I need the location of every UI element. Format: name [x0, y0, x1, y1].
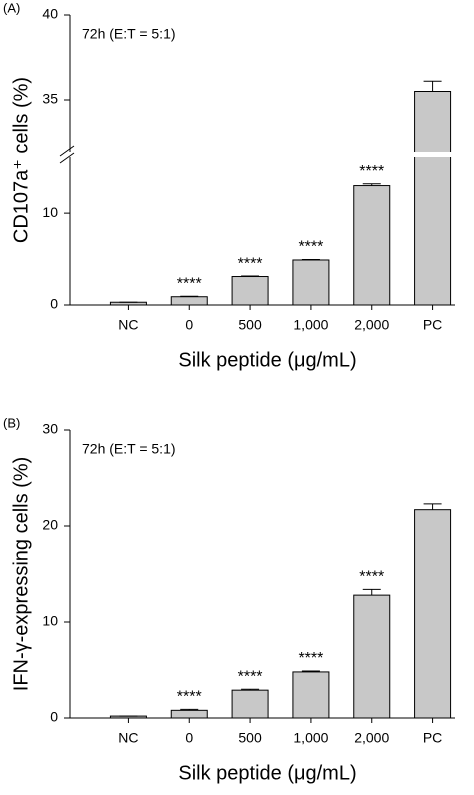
significance: ****: [238, 668, 263, 685]
significance: ****: [298, 650, 323, 667]
x-tick-label: 500: [238, 730, 262, 746]
significance: ****: [177, 275, 202, 292]
x-axis-title: Silk peptide (μg/mL): [178, 762, 356, 784]
y-tick-label: 0: [50, 296, 58, 312]
axis-break-gap: [58, 152, 455, 157]
y-tick-label: 20: [42, 517, 58, 533]
break-mark: [59, 145, 75, 157]
x-tick-label: 0: [185, 730, 193, 746]
bar: [353, 185, 391, 306]
bar: [170, 709, 208, 719]
break-mark: [59, 152, 75, 164]
annotation: 72h (E:T = 5:1): [82, 441, 176, 457]
significance: ****: [177, 689, 202, 706]
significance: ****: [298, 239, 323, 256]
x-axis-title: Silk peptide (μg/mL): [178, 349, 356, 371]
x-tick-label: 2,000: [354, 730, 389, 746]
x-tick-label: 1,000: [293, 317, 328, 333]
y-tick-label: 0: [50, 709, 58, 725]
bar: [231, 276, 269, 306]
significance: ****: [359, 163, 384, 180]
significance: ****: [238, 255, 263, 272]
y-tick-label: 40: [42, 6, 58, 22]
bar: [414, 91, 452, 306]
bar: [170, 296, 208, 306]
x-tick-label: PC: [423, 730, 442, 746]
panel-label: (B): [3, 415, 20, 430]
x-tick-label: 0: [185, 317, 193, 333]
x-tick-label: 1,000: [293, 730, 328, 746]
bar: [292, 259, 330, 306]
x-tick-label: PC: [423, 317, 442, 333]
y-axis-title: IFN-γ-expressing cells (%): [10, 457, 32, 691]
bar: [231, 689, 269, 719]
y-tick-label: 10: [42, 204, 58, 220]
panel-label: (A): [3, 0, 20, 15]
bar: [353, 594, 391, 719]
y-tick-label: 30: [42, 421, 58, 437]
y-tick-label: 10: [42, 613, 58, 629]
bar: [414, 509, 452, 719]
x-tick-label: 2,000: [354, 317, 389, 333]
bar: [292, 671, 330, 719]
x-tick-label: 500: [238, 317, 262, 333]
y-axis-title: CD107a⁺ cells (%): [10, 77, 32, 243]
annotation: 72h (E:T = 5:1): [82, 26, 176, 42]
x-tick-label: NC: [118, 317, 138, 333]
x-tick-label: NC: [118, 730, 138, 746]
y-tick-label: 35: [42, 91, 58, 107]
significance: ****: [359, 569, 384, 586]
